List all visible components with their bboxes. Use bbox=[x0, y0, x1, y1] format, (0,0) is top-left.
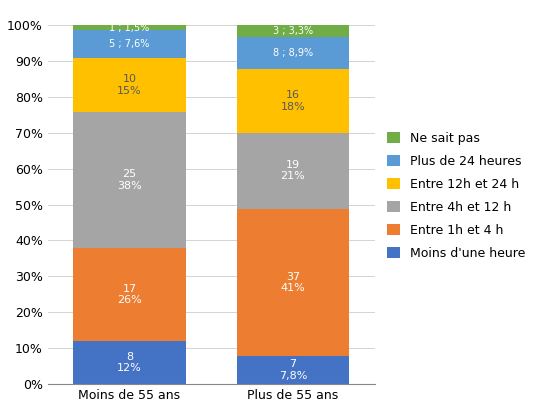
Text: 5 ; 7,6%: 5 ; 7,6% bbox=[109, 39, 150, 49]
Bar bbox=[237, 209, 349, 356]
Bar bbox=[237, 69, 349, 133]
Bar bbox=[237, 133, 349, 209]
Bar bbox=[73, 25, 186, 30]
Bar bbox=[73, 112, 186, 248]
Bar bbox=[73, 30, 186, 58]
Text: 17
26%: 17 26% bbox=[117, 283, 142, 305]
Text: 8 ; 8,9%: 8 ; 8,9% bbox=[273, 48, 313, 58]
Bar bbox=[237, 25, 349, 37]
Text: 8
12%: 8 12% bbox=[117, 352, 142, 373]
Text: 3 ; 3,3%: 3 ; 3,3% bbox=[273, 26, 313, 36]
Text: 37
41%: 37 41% bbox=[280, 272, 305, 293]
Bar bbox=[73, 248, 186, 341]
Legend: Ne sait pas, Plus de 24 heures, Entre 12h et 24 h, Entre 4h et 12 h, Entre 1h et: Ne sait pas, Plus de 24 heures, Entre 12… bbox=[388, 132, 525, 260]
Bar bbox=[73, 341, 186, 384]
Text: 19
21%: 19 21% bbox=[280, 160, 305, 182]
Text: 25
38%: 25 38% bbox=[117, 169, 142, 191]
Bar bbox=[237, 356, 349, 384]
Bar bbox=[237, 37, 349, 69]
Text: 16
18%: 16 18% bbox=[280, 90, 305, 112]
Text: 7
7,8%: 7 7,8% bbox=[279, 360, 307, 381]
Text: 1 ; 1,5%: 1 ; 1,5% bbox=[109, 22, 150, 33]
Text: 10
15%: 10 15% bbox=[117, 74, 142, 96]
Bar bbox=[73, 58, 186, 112]
